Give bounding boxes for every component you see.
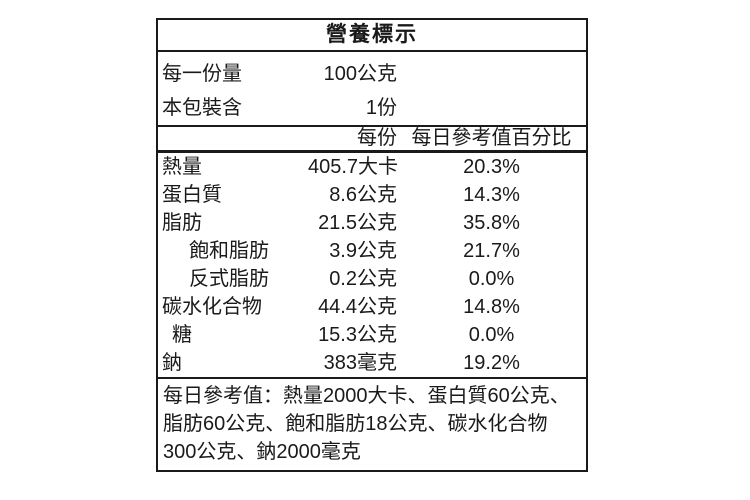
nutrient-daily-value: 19.2% <box>463 352 520 374</box>
nutrient-daily-value: 20.3% <box>463 156 520 178</box>
label-title: 營養標示 <box>158 20 586 52</box>
nutrient-name: 飽和脂肪 <box>189 240 269 262</box>
column-header-per-serving: 每份 <box>357 127 397 149</box>
footnote-line: 300公克、鈉2000毫克 <box>163 441 361 463</box>
nutrient-daily-value: 14.3% <box>463 184 520 206</box>
nutrient-amount: 383毫克 <box>323 352 397 374</box>
nutrient-daily-value: 35.8% <box>463 212 520 234</box>
nutrient-daily-value: 0.0% <box>468 324 515 346</box>
nutrient-daily-value: 21.7% <box>463 240 520 262</box>
column-header-daily-value: 每日參考值百分比 <box>411 127 572 149</box>
table-row-sodium: 鈉 383毫克 19.2% <box>158 349 586 377</box>
table-row-saturated-fat: 飽和脂肪 3.9公克 21.7% <box>158 237 586 265</box>
servings-per-package-row: 本包裝含 1份 <box>158 91 586 125</box>
nutrient-amount: 405.7大卡 <box>308 156 399 178</box>
nutrient-amount: 44.4公克 <box>318 296 397 318</box>
nutrient-amount: 0.2公克 <box>329 268 397 290</box>
table-row-carbohydrate: 碳水化合物 44.4公克 14.8% <box>158 293 586 321</box>
nutrient-name: 脂肪 <box>162 212 202 234</box>
table-row-fat: 脂肪 21.5公克 35.8% <box>158 209 586 237</box>
table-row-calories: 熱量 405.7大卡 20.3% <box>158 153 586 181</box>
nutrient-amount: 3.9公克 <box>329 240 397 262</box>
nutrient-name: 糖 <box>172 324 192 346</box>
nutrient-amount: 8.6公克 <box>329 184 397 206</box>
servings-per-package-label: 本包裝含 <box>162 97 242 119</box>
table-row-trans-fat: 反式脂肪 0.2公克 0.0% <box>158 265 586 293</box>
nutrient-name: 反式脂肪 <box>189 268 269 290</box>
column-header-spacer <box>158 127 308 150</box>
table-row-protein: 蛋白質 8.6公克 14.3% <box>158 181 586 209</box>
nutrient-name: 碳水化合物 <box>162 296 262 318</box>
serving-size-label: 每一份量 <box>162 63 242 85</box>
servings-per-package-spacer <box>397 91 586 125</box>
servings-per-package-value: 1份 <box>365 97 397 119</box>
nutrient-name: 熱量 <box>162 156 202 178</box>
nutrient-rows: 熱量 405.7大卡 20.3% 蛋白質 8.6公克 14.3% 脂肪 21.5… <box>158 153 586 379</box>
nutrient-amount: 15.3公克 <box>318 324 397 346</box>
nutrient-daily-value: 0.0% <box>468 268 515 290</box>
footnote-line: 脂肪60公克、飽和脂肪18公克、碳水化合物 <box>163 413 548 435</box>
nutrient-name: 蛋白質 <box>162 184 222 206</box>
serving-section: 每一份量 100公克 本包裝含 1份 <box>158 52 586 127</box>
daily-reference-footnote: 每日參考值：熱量2000大卡、蛋白質60公克、 脂肪60公克、飽和脂肪18公克、… <box>158 379 586 470</box>
column-header-row: 每份 每日參考值百分比 <box>158 127 586 153</box>
serving-size-value: 100公克 <box>323 63 397 85</box>
nutrition-label-table: 營養標示 每一份量 100公克 本包裝含 1份 每份 每日參考值百分比 熱量 4… <box>156 18 588 472</box>
nutrient-name: 鈉 <box>162 352 182 374</box>
serving-size-spacer <box>397 57 586 91</box>
nutrient-amount: 21.5公克 <box>318 212 397 234</box>
table-row-sugar: 糖 15.3公克 0.0% <box>158 321 586 349</box>
serving-size-row: 每一份量 100公克 <box>158 57 586 91</box>
footnote-line: 每日參考值：熱量2000大卡、蛋白質60公克、 <box>163 385 570 407</box>
nutrient-daily-value: 14.8% <box>463 296 520 318</box>
